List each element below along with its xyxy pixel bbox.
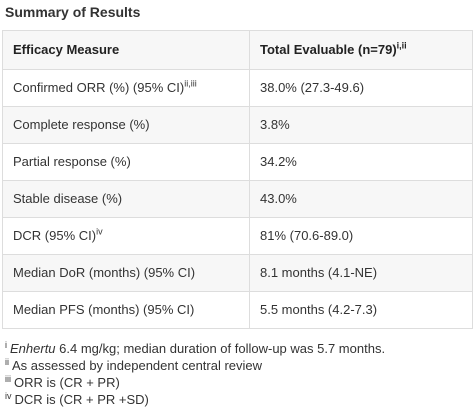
- value-cell: 8.1 months (4.1-NE): [249, 254, 473, 292]
- value-cell: 38.0% (27.3-49.6): [249, 69, 473, 107]
- table-row-dcr: DCR (95% CI)iv 81% (70.6-89.0): [2, 217, 473, 255]
- header-total-evaluable: Total Evaluable (n=79)i,ii: [249, 30, 473, 70]
- footnote-text: As assessed by independent central revie…: [12, 358, 263, 373]
- value-cell: 34.2%: [249, 143, 473, 181]
- footnote-ref: ii,iii: [184, 78, 197, 89]
- footnote-i: i Enhertu 6.4 mg/kg; median duration of f…: [5, 340, 385, 357]
- footnotes: i Enhertu 6.4 mg/kg; median duration of f…: [5, 340, 385, 408]
- footnote-text: ORR is (CR + PR): [14, 375, 120, 390]
- value-cell: 5.5 months (4.2-7.3): [249, 291, 473, 329]
- measure-cell: Median DoR (months) (95% CI): [2, 254, 250, 292]
- header-efficacy-measure: Efficacy Measure: [2, 30, 250, 70]
- measure-label: Confirmed ORR (%) (95% CI): [13, 80, 185, 95]
- header-footnote-ref: i,ii: [396, 40, 407, 51]
- measure-cell: Median PFS (months) (95% CI): [2, 291, 250, 329]
- measure-cell: Partial response (%): [2, 143, 250, 181]
- table-header-row: Efficacy Measure Total Evaluable (n=79)i…: [2, 30, 473, 70]
- table-row-median-pfs: Median PFS (months) (95% CI) 5.5 months …: [2, 291, 473, 329]
- footnote-iii: iii ORR is (CR + PR): [5, 374, 385, 391]
- value-cell: 81% (70.6-89.0): [249, 217, 473, 255]
- table-row-median-dor: Median DoR (months) (95% CI) 8.1 months …: [2, 254, 473, 292]
- footnote-mark: iii: [5, 373, 11, 384]
- table-row-confirmed-orr: Confirmed ORR (%) (95% CI)ii,iii 38.0% (…: [2, 69, 473, 107]
- measure-cell: Complete response (%): [2, 106, 250, 144]
- table-row-complete-response: Complete response (%) 3.8%: [2, 106, 473, 144]
- footnote-mark: i: [5, 339, 7, 350]
- measure-label: DCR (95% CI): [13, 228, 97, 243]
- measure-cell: DCR (95% CI)iv: [2, 217, 250, 255]
- value-cell: 3.8%: [249, 106, 473, 144]
- footnote-text: 6.4 mg/kg; median duration of follow-up …: [55, 341, 386, 356]
- section-title: Summary of Results: [5, 4, 141, 20]
- footnote-mark: iv: [5, 390, 12, 401]
- results-table: Efficacy Measure Total Evaluable (n=79)i…: [2, 30, 473, 329]
- table-row-partial-response: Partial response (%) 34.2%: [2, 143, 473, 181]
- value-cell: 43.0%: [249, 180, 473, 218]
- footnote-ref: iv: [96, 226, 103, 237]
- footnote-text: DCR is (CR + PR +SD): [14, 392, 149, 407]
- measure-cell: Stable disease (%): [2, 180, 250, 218]
- measure-cell: Confirmed ORR (%) (95% CI)ii,iii: [2, 69, 250, 107]
- drug-name: Enhertu: [10, 341, 56, 356]
- footnote-ii: ii As assessed by independent central rev…: [5, 357, 385, 374]
- footnote-iv: iv DCR is (CR + PR +SD): [5, 391, 385, 408]
- table-row-stable-disease: Stable disease (%) 43.0%: [2, 180, 473, 218]
- footnote-mark: ii: [5, 356, 9, 367]
- header-total-evaluable-label: Total Evaluable (n=79): [260, 42, 397, 57]
